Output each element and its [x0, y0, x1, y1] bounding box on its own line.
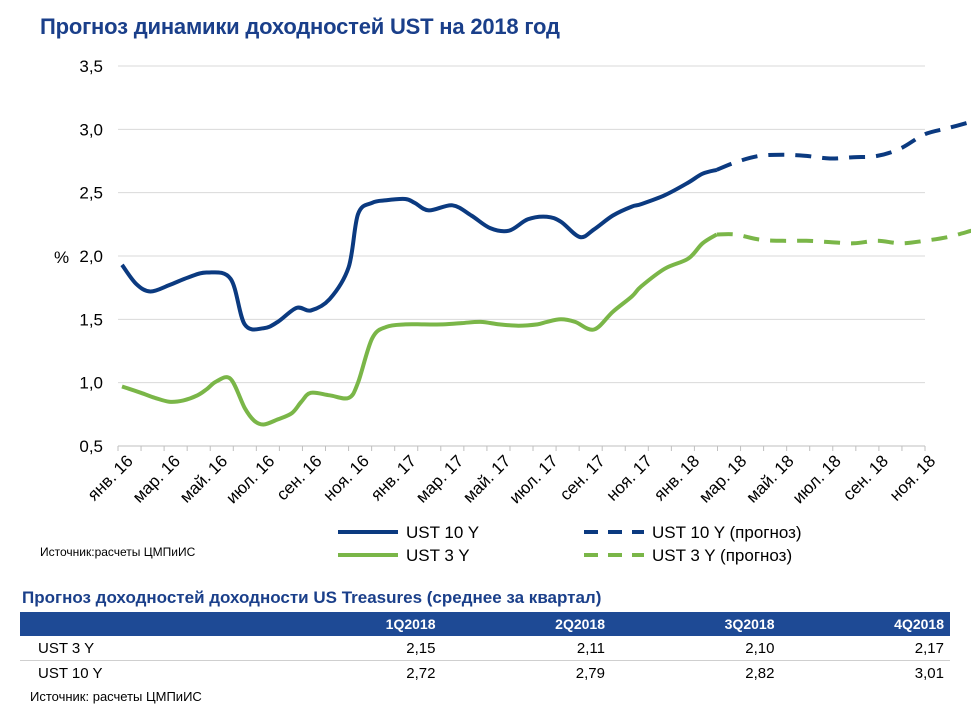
x-tick-label: ноя. 18 — [886, 451, 939, 504]
table-cell: 2,17 — [780, 636, 950, 661]
series-line-ust3 — [121, 232, 718, 427]
x-tick-label: май. 17 — [459, 451, 514, 506]
table-cell: 2,11 — [441, 636, 611, 661]
table-row-label: UST 3 Y — [20, 636, 272, 661]
y-tick-label: 1,5 — [79, 310, 103, 329]
table-row: UST 10 Y 2,72 2,79 2,82 3,01 — [20, 661, 950, 686]
x-tick-label: июл. 17 — [506, 451, 562, 507]
y-tick-labels: 0,5 1,0 1,5 2,0 2,5 3,0 3,5 — [79, 57, 103, 456]
x-tick-label: мар. 18 — [695, 451, 750, 506]
series-lines — [120, 119, 971, 427]
table-header-row: 1Q2018 2Q2018 3Q2018 4Q2018 — [20, 612, 950, 636]
table-cell: 2,79 — [575, 664, 605, 682]
series-line-ust10-forecast — [715, 119, 971, 172]
table-source-note: Источник: расчеты ЦМПиИС — [30, 689, 202, 704]
x-tick-label: янв. 17 — [367, 451, 420, 504]
table-row: UST 3 Y 2,15 2,11 2,10 2,17 — [20, 636, 950, 661]
x-tick-label: май. 18 — [742, 451, 797, 506]
x-tick-label: мар. 17 — [412, 451, 467, 506]
y-tick-label: 2,0 — [79, 247, 103, 266]
x-tick-label: янв. 18 — [650, 451, 703, 504]
chart-source-note: Источник:расчеты ЦМПиИС — [40, 545, 196, 559]
x-tick-label: июл. 16 — [222, 451, 278, 507]
table-cell: 2,72 — [406, 664, 436, 682]
x-tick-label: май. 16 — [176, 451, 231, 506]
legend-label-ust3: UST 3 Y — [406, 546, 470, 565]
legend-label-ust10: UST 10 Y — [406, 523, 479, 542]
series-line-ust3-forecast — [716, 228, 971, 246]
x-tick-label: ноя. 17 — [603, 451, 656, 504]
table-cell: 2,15 — [272, 636, 442, 661]
x-tick-label: сен. 17 — [556, 451, 609, 504]
y-axis-label: % — [54, 248, 69, 267]
y-tick-label: 3,0 — [79, 120, 103, 139]
y-tick-label: 2,5 — [79, 184, 103, 203]
chart-title: Прогноз динамики доходностей UST на 2018… — [40, 14, 560, 39]
y-tick-label: 0,5 — [79, 437, 103, 456]
x-tick-label: июл. 18 — [789, 451, 845, 507]
x-tick-label: сен. 16 — [273, 451, 326, 504]
legend: UST 10 Y UST 3 Y UST 10 Y (прогноз) UST … — [338, 523, 802, 565]
x-tick-label: мар. 16 — [129, 451, 184, 506]
gridlines — [118, 65, 925, 384]
x-tick-label: ноя. 16 — [320, 451, 373, 504]
table-header-cell — [20, 612, 272, 636]
forecast-table: 1Q2018 2Q2018 3Q2018 4Q2018 UST 3 Y 2,15… — [20, 612, 950, 685]
table-title: Прогноз доходностей доходности US Treasu… — [22, 588, 602, 607]
table-header-cell: 3Q2018 — [611, 612, 781, 636]
x-tick-label: сен. 18 — [839, 451, 892, 504]
table-cell: 2,10 — [611, 636, 781, 661]
table-header-cell: 2Q2018 — [441, 612, 611, 636]
legend-label-ust10-forecast: UST 10 Y (прогноз) — [652, 523, 802, 542]
y-tick-label: 3,5 — [79, 57, 103, 76]
table-cell: 3,01 — [914, 664, 944, 682]
axes — [117, 445, 926, 451]
series-line-ust10 — [120, 167, 718, 332]
table-cell: 2,82 — [745, 664, 775, 682]
x-tick-label: янв. 16 — [84, 451, 137, 504]
table-header-cell: 1Q2018 — [272, 612, 442, 636]
y-tick-label: 1,0 — [79, 374, 103, 393]
table-row-label: UST 10 Y — [38, 664, 103, 682]
table-header-cell: 4Q2018 — [780, 612, 950, 636]
legend-label-ust3-forecast: UST 3 Y (прогноз) — [652, 546, 792, 565]
